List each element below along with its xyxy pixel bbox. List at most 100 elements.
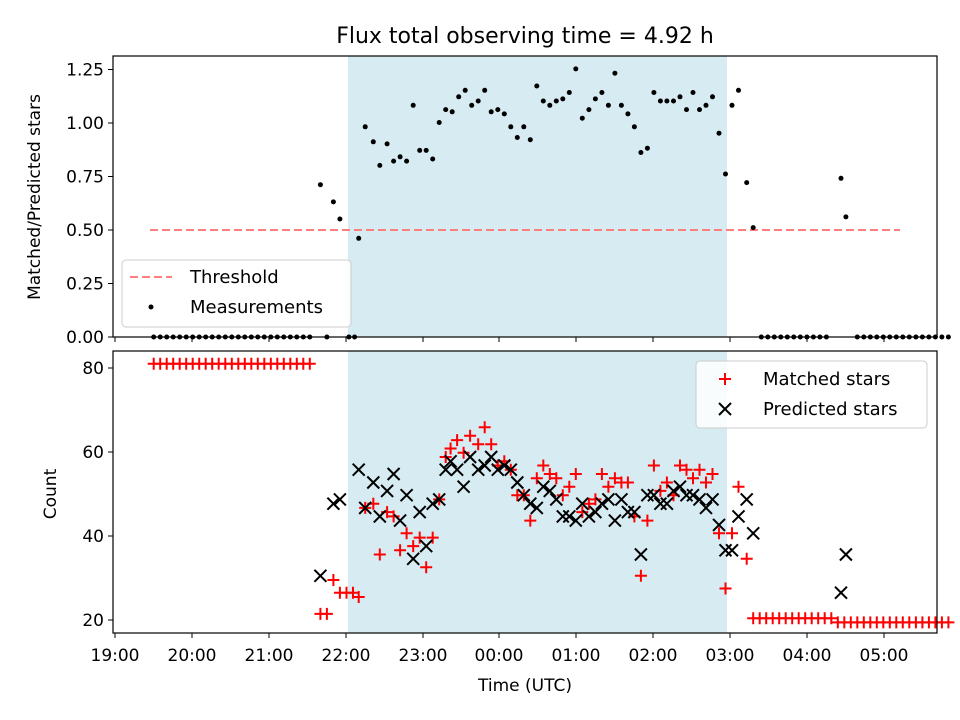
predicted-star-point bbox=[406, 552, 420, 566]
predicted-star-point bbox=[601, 492, 616, 507]
predicted-star-point bbox=[425, 496, 440, 511]
measurement-point bbox=[605, 102, 611, 108]
predicted-star-point bbox=[686, 488, 700, 502]
measurement-point bbox=[939, 334, 945, 340]
predicted-star-point bbox=[699, 501, 713, 515]
measurement-point bbox=[362, 124, 368, 130]
measurement-point bbox=[443, 107, 449, 113]
measurement-point bbox=[657, 98, 663, 104]
chart-title: Flux total observing time = 4.92 h bbox=[336, 24, 714, 49]
predicted-star-point bbox=[673, 479, 687, 494]
measurement-point bbox=[423, 147, 429, 153]
top-y-axis: 0.00 0.25 0.50 0.75 1.00 1.25 Matched/Pr… bbox=[25, 61, 113, 348]
matched-star-point bbox=[641, 514, 654, 527]
measurement-point bbox=[566, 90, 572, 95]
measurement-point bbox=[370, 139, 376, 145]
measurement-point bbox=[744, 180, 750, 186]
predicted-star-point bbox=[517, 488, 531, 502]
predicted-star-point bbox=[333, 492, 347, 507]
measurement-point bbox=[750, 225, 756, 231]
predicted-star-point bbox=[450, 462, 464, 477]
predicted-star-point bbox=[326, 496, 341, 511]
matched-star-point bbox=[394, 544, 407, 557]
predicted-star-point bbox=[731, 509, 746, 524]
matched-star-point bbox=[825, 612, 838, 625]
matched-star-point bbox=[608, 472, 621, 485]
legend-predicted-swatch bbox=[718, 402, 732, 416]
x-tick-label: 02:00 bbox=[629, 646, 678, 666]
bottom-y-axis-label: Count bbox=[41, 468, 61, 519]
predicted-star-point bbox=[543, 484, 557, 498]
matched-star-point bbox=[550, 472, 563, 485]
measurement-point bbox=[475, 98, 481, 104]
measurement-point bbox=[723, 171, 728, 177]
matched-star-point bbox=[485, 438, 498, 451]
predicted-star-point bbox=[456, 479, 471, 494]
measurement-point bbox=[456, 94, 462, 100]
matched-star-point bbox=[400, 527, 413, 540]
x-tick-label: 04:00 bbox=[783, 646, 832, 666]
y-tick-label: 20 bbox=[82, 611, 104, 631]
measurement-point bbox=[462, 87, 468, 93]
predicted-star-point bbox=[443, 454, 458, 469]
measurement-point bbox=[618, 102, 624, 108]
matched-star-point bbox=[706, 468, 719, 480]
bottom-legend-box bbox=[695, 360, 928, 429]
y-tick-label: 0.50 bbox=[66, 221, 104, 241]
y-tick-label: 1.00 bbox=[66, 114, 104, 134]
predicted-star-point bbox=[491, 462, 505, 477]
matched-star-point bbox=[674, 459, 686, 472]
x-tick-label: 23:00 bbox=[399, 646, 448, 666]
x-tick-label: 05:00 bbox=[860, 646, 909, 666]
matched-star-point bbox=[726, 527, 738, 540]
predicted-star-point bbox=[380, 484, 394, 498]
x-tick-label: 21:00 bbox=[245, 646, 294, 666]
predicted-star-point bbox=[666, 484, 681, 498]
measurement-point bbox=[664, 98, 670, 104]
measurement-point bbox=[391, 158, 397, 164]
measurement-point bbox=[469, 102, 475, 108]
x-tick-label: 19:00 bbox=[91, 646, 140, 666]
matched-star-point bbox=[457, 446, 470, 459]
predicted-star-point bbox=[366, 475, 381, 490]
matched-star-point bbox=[740, 552, 753, 565]
predicted-star-point bbox=[313, 569, 328, 583]
matched-star-point bbox=[719, 582, 732, 595]
matched-star-point bbox=[576, 506, 589, 519]
predicted-star-point bbox=[647, 488, 661, 502]
top-legend: Threshold Measurements bbox=[121, 259, 352, 328]
predicted-star-point bbox=[549, 492, 564, 507]
x-tick-label: 00:00 bbox=[475, 646, 524, 666]
matched-star-point bbox=[942, 616, 955, 629]
predicted-star-point bbox=[679, 488, 694, 502]
measurement-point bbox=[945, 334, 951, 340]
y-tick-label: 40 bbox=[82, 527, 104, 547]
predicted-star-point bbox=[725, 543, 739, 558]
predicted-star-point bbox=[595, 496, 609, 511]
predicted-star-point bbox=[412, 505, 427, 519]
measurement-point bbox=[553, 98, 559, 104]
matched-star-point bbox=[413, 531, 426, 544]
matched-star-point bbox=[634, 569, 647, 582]
predicted-star-point bbox=[351, 462, 366, 477]
matched-star-point bbox=[582, 497, 595, 510]
x-axis-label: Time (UTC) bbox=[477, 676, 572, 696]
measurement-point bbox=[384, 141, 390, 147]
measurement-point bbox=[684, 107, 689, 113]
predicted-star-point bbox=[621, 505, 635, 519]
matched-star-point bbox=[556, 489, 569, 502]
matched-star-point bbox=[387, 510, 400, 523]
predicted-star-point bbox=[530, 501, 544, 515]
measurement-point bbox=[690, 90, 696, 95]
predicted-star-point bbox=[386, 467, 401, 481]
predicted-star-point bbox=[477, 458, 492, 473]
measurement-point bbox=[495, 107, 501, 113]
predicted-star-point bbox=[562, 509, 577, 524]
top-panel-frame bbox=[112, 55, 938, 338]
measurement-point bbox=[586, 107, 592, 113]
predicted-star-point bbox=[653, 496, 668, 511]
matched-star-point bbox=[303, 357, 316, 370]
measurement-point bbox=[337, 216, 343, 222]
measurement-point bbox=[599, 90, 605, 95]
measurement-point bbox=[410, 102, 416, 108]
